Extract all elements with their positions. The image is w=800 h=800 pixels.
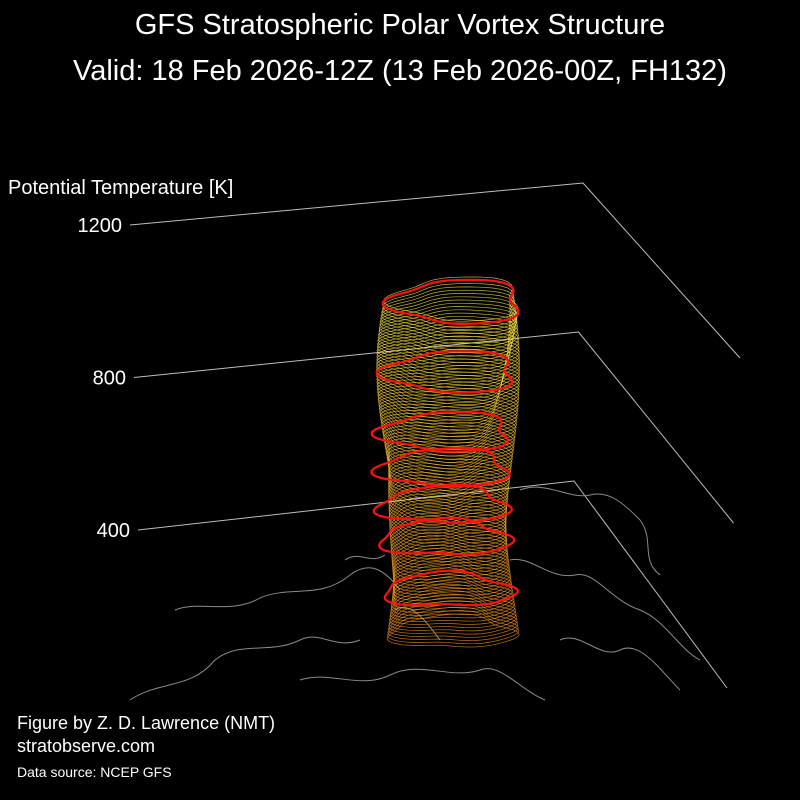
contour [379,302,517,347]
red-contour [370,446,511,488]
contour [380,408,517,450]
contour [389,506,507,547]
contour [391,573,514,610]
red-contour [383,569,519,607]
contour [377,385,519,428]
contour [383,431,514,473]
contour [387,603,519,638]
chart-subtitle: Valid: 18 Feb 2026-12Z (13 Feb 2026-00Z,… [73,55,727,87]
z-tick-label: 400 [97,520,130,542]
contour [379,398,518,441]
coastline [559,637,681,691]
coastline [509,558,701,661]
contour [376,325,520,370]
contour [381,289,517,335]
coastlines [129,486,701,701]
contour [378,395,519,438]
contour [376,368,520,412]
contour [389,509,507,550]
contour [385,437,514,479]
contour [392,551,511,589]
contour [377,322,519,367]
contour [384,434,514,476]
contour [376,361,521,406]
contour [391,577,515,613]
contour [376,351,520,396]
z-tick-label: 1200 [78,215,123,237]
z-tick-label: 800 [93,368,126,390]
contour [390,580,515,616]
coastline [344,554,441,641]
contour [379,299,517,344]
red-contour [381,278,520,325]
contour [376,365,520,409]
contour [387,606,519,641]
red-contour [375,350,513,394]
contour [376,342,520,386]
contour [389,593,517,629]
grid-line [137,480,728,689]
z-grid: 400 800 1200 [78,182,741,689]
contour [378,391,519,435]
contour [386,613,520,648]
contour [383,276,519,322]
contour [377,381,519,425]
website: stratobserve.com [17,736,155,756]
contour [376,345,520,389]
contour [389,590,516,625]
vortex [370,276,521,648]
contour [381,286,517,331]
contour [376,355,521,399]
contour [392,557,512,595]
contour [389,503,507,544]
coastline [519,486,661,576]
contour [378,315,519,360]
grid-line [129,182,741,359]
z-axis-label: Potential Temperature [K] [8,177,233,199]
red-contour [377,516,516,556]
credit: Figure by Z. D. Lawrence (NMT) [17,713,275,733]
contour [383,428,515,470]
contour [389,500,507,541]
contour [388,493,507,535]
contour [376,371,520,415]
red-contour [372,483,514,524]
coastline [299,668,546,701]
contour [380,293,517,338]
contour [379,306,517,350]
contour [382,425,515,466]
contour [388,484,508,526]
coastline [129,636,361,701]
chart-title: GFS Stratospheric Polar Vortex Structure [135,9,665,41]
contour [378,312,518,357]
contour [376,358,521,402]
contour [385,440,513,482]
contour [376,335,520,380]
data-source: Data source: NCEP GFS [17,764,172,780]
contour [376,338,520,383]
coastline [174,567,401,611]
contour [376,332,520,376]
grid-line [133,331,734,524]
contour [379,405,518,447]
contour [378,388,519,431]
contour [376,329,520,373]
contour [386,610,520,645]
contour [377,319,519,363]
contour [388,597,517,632]
contour [388,490,507,532]
contour [380,296,516,341]
contour [392,554,511,592]
contour [379,401,518,444]
contour [390,587,516,622]
contour [377,378,520,422]
